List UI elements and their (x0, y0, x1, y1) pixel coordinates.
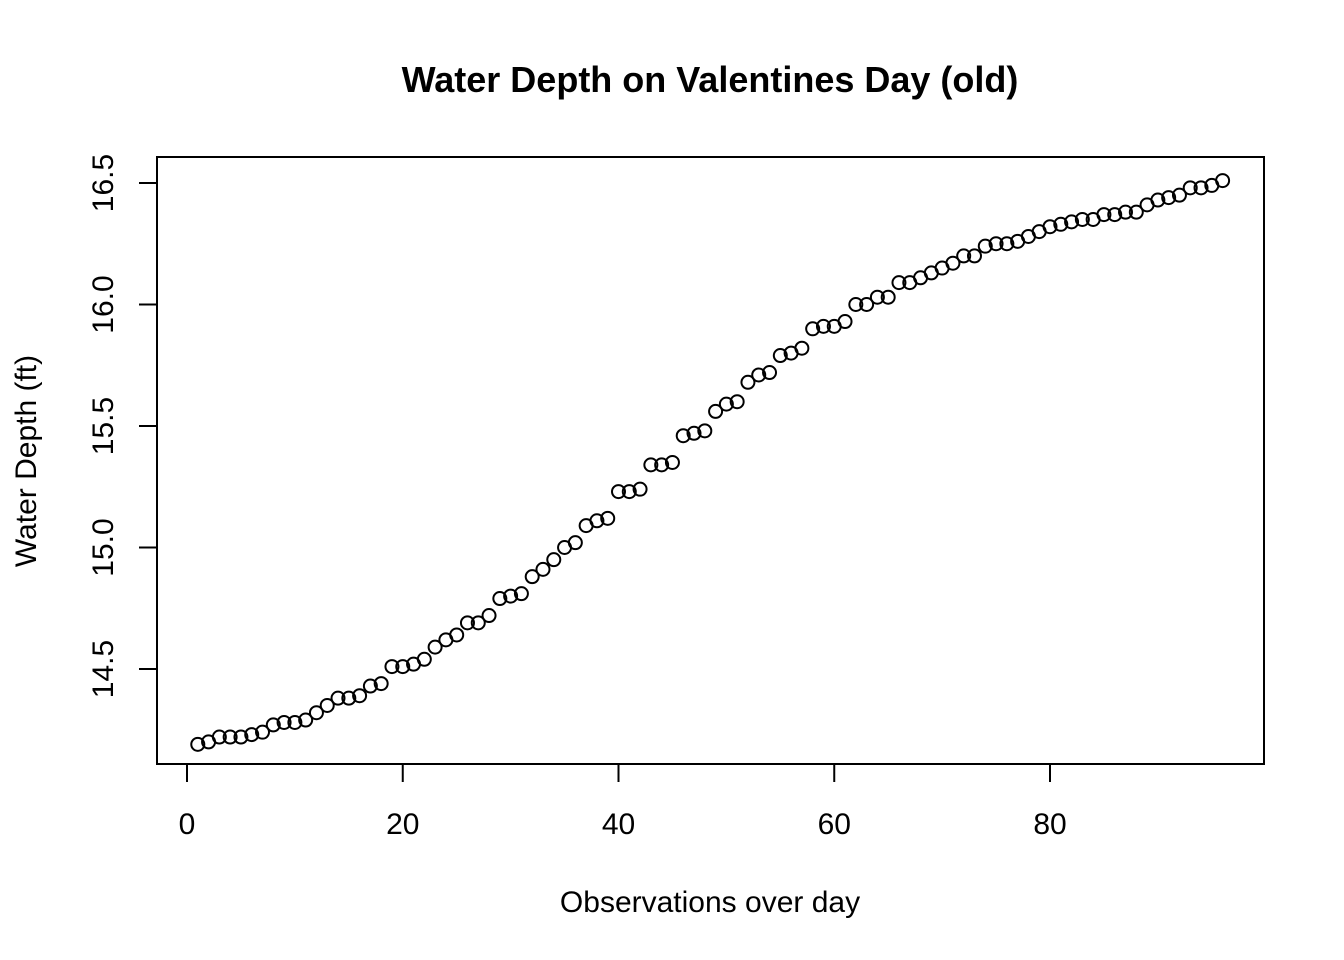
data-point (298, 712, 314, 728)
data-point (977, 238, 993, 254)
data-point (1053, 216, 1069, 232)
data-point (1118, 204, 1134, 220)
data-point (1193, 180, 1209, 196)
x-tick-label: 60 (818, 808, 851, 841)
data-point (891, 275, 907, 291)
y-tick-label: 15.0 (87, 518, 120, 576)
data-point (837, 314, 853, 330)
data-point (848, 297, 864, 312)
data-point (416, 651, 432, 667)
data-point (470, 615, 486, 631)
data-point (1215, 173, 1231, 189)
chart-title: Water Depth on Valentines Day (old) (402, 59, 1019, 100)
data-point (535, 561, 551, 577)
data-point (999, 236, 1015, 252)
data-point (762, 365, 778, 381)
data-point (492, 591, 508, 607)
data-point (859, 297, 875, 312)
data-point (1042, 219, 1058, 235)
plot-frame (156, 156, 1265, 765)
data-point (675, 428, 691, 444)
data-point (319, 697, 335, 713)
data-point (621, 484, 637, 500)
y-axis-label: Water Depth (ft) (10, 355, 43, 567)
data-point (600, 510, 616, 526)
data-point (1161, 190, 1177, 206)
x-axis-label: Observations over day (560, 886, 860, 919)
data-point (1074, 211, 1090, 227)
data-point (805, 321, 821, 337)
data-point (1096, 207, 1112, 223)
data-point (459, 615, 475, 631)
x-tick-label: 80 (1033, 808, 1066, 841)
data-point (513, 586, 529, 602)
data-point (567, 535, 583, 551)
data-point (988, 236, 1004, 252)
data-point (794, 340, 810, 356)
data-point (330, 690, 346, 706)
y-tick-label: 16.0 (87, 275, 120, 333)
x-tick-label: 0 (179, 808, 196, 841)
data-point (697, 423, 713, 439)
data-point (503, 588, 519, 604)
data-point (815, 318, 831, 334)
data-point (1064, 214, 1080, 230)
data-point (427, 639, 443, 655)
data-point (686, 425, 702, 441)
data-point (222, 729, 238, 745)
data-point (751, 367, 767, 383)
data-point (708, 403, 724, 419)
data-point (1182, 180, 1198, 196)
data-point (611, 484, 626, 500)
data-point (718, 396, 734, 412)
data-point (352, 688, 368, 704)
data-point (880, 289, 896, 305)
data-point (481, 608, 497, 624)
x-axis: 0 20 40 60 80 (179, 763, 1067, 841)
data-point (233, 729, 249, 745)
data-point (287, 714, 303, 730)
data-point (276, 714, 292, 730)
data-point (1128, 204, 1144, 220)
data-point (341, 690, 357, 706)
data-point (373, 676, 389, 692)
data-point (255, 724, 271, 740)
data-point (524, 569, 540, 585)
data-point (945, 255, 961, 271)
data-point (632, 481, 648, 497)
data-points (190, 173, 1231, 752)
y-tick-label: 14.5 (87, 640, 120, 698)
data-point (1171, 187, 1187, 203)
data-point (772, 348, 788, 364)
data-point (956, 248, 972, 264)
data-point (265, 717, 281, 733)
data-point (449, 627, 465, 643)
data-point (546, 552, 562, 568)
y-tick-label: 15.5 (87, 397, 120, 455)
data-point (740, 374, 756, 390)
data-point (966, 248, 982, 264)
x-tick-label: 20 (386, 808, 419, 841)
x-tick-label: 40 (602, 808, 635, 841)
data-point (211, 729, 227, 745)
data-point (869, 289, 885, 305)
data-point (643, 457, 659, 473)
data-point (1107, 207, 1123, 223)
data-point (244, 727, 260, 743)
y-tick-label: 16.5 (87, 154, 120, 212)
data-point (362, 678, 378, 694)
data-point (1150, 192, 1166, 208)
y-axis: 14.5 15.0 15.5 16.0 16.5 (87, 154, 158, 698)
data-point (654, 457, 670, 473)
data-point (395, 659, 411, 675)
data-point (729, 394, 745, 410)
data-point (190, 736, 206, 752)
data-point (384, 659, 400, 675)
data-point (589, 513, 605, 529)
data-point (664, 454, 680, 470)
data-point (308, 705, 324, 721)
